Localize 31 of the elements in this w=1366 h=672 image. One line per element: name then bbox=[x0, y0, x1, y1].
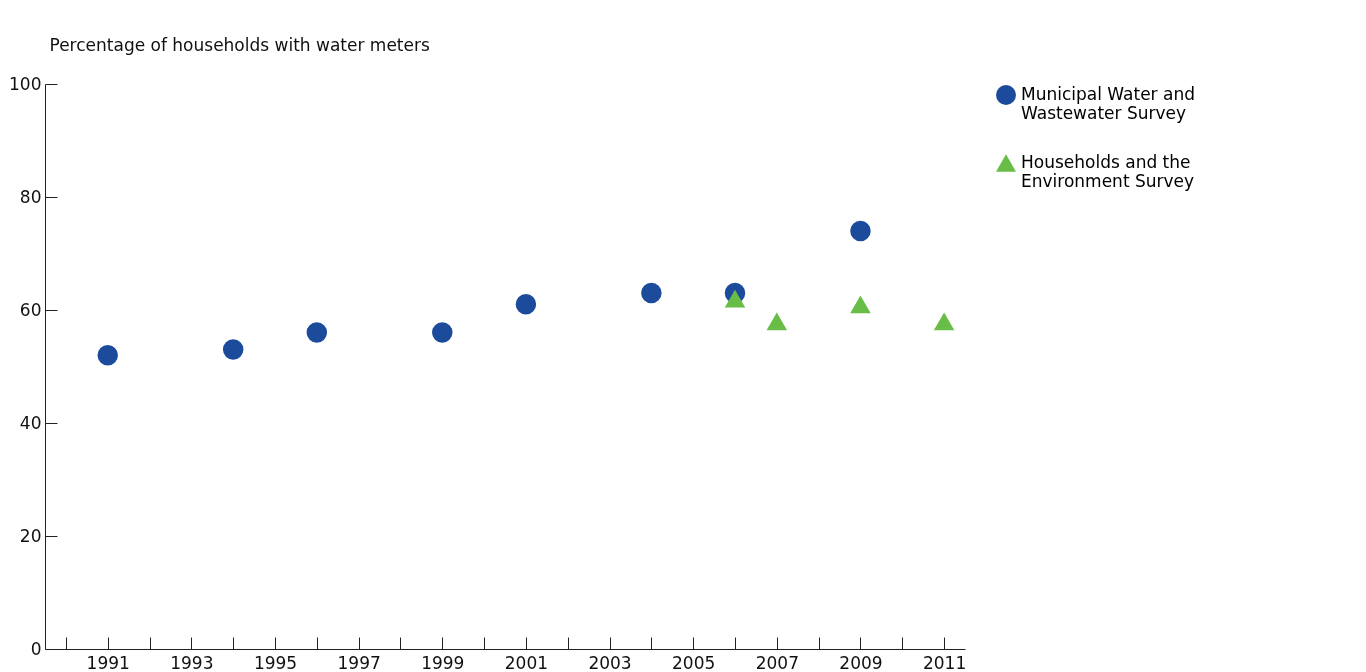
point bbox=[724, 289, 746, 308]
legend-label: Municipal Water and Wastewater Survey bbox=[1021, 84, 1195, 123]
point bbox=[97, 344, 118, 366]
y-axis-title: Percentage of households with water meters bbox=[49, 34, 430, 55]
x-tick-label: 1991 bbox=[86, 652, 130, 672]
x-tick-label: 1993 bbox=[170, 652, 214, 672]
point bbox=[515, 294, 537, 315]
point bbox=[432, 322, 453, 343]
x-tick-label: 2001 bbox=[504, 652, 549, 672]
x-tick-label: 2011 bbox=[922, 652, 967, 672]
point bbox=[850, 220, 871, 242]
x-tick-label: 1997 bbox=[337, 652, 381, 672]
legend-label: Households and the Environment Survey bbox=[1021, 152, 1195, 191]
point bbox=[850, 295, 871, 314]
y-tick-label: 20 bbox=[19, 525, 42, 546]
point bbox=[641, 282, 662, 304]
x-tick-label: 1999 bbox=[421, 652, 465, 672]
y-tick-label: 100 bbox=[9, 73, 42, 94]
x-tick-label: 2003 bbox=[588, 652, 632, 672]
y-tick-label: 40 bbox=[19, 412, 42, 433]
x-tick-label: 2007 bbox=[755, 652, 799, 672]
x-tick-label: 1995 bbox=[253, 652, 298, 672]
x-tick-label: 2005 bbox=[672, 652, 716, 672]
y-tick-label: 0 bbox=[30, 638, 42, 659]
point bbox=[222, 339, 244, 360]
point bbox=[933, 312, 955, 331]
point bbox=[306, 322, 328, 343]
x-tick-label: 2009 bbox=[839, 652, 883, 672]
y-tick-label: 60 bbox=[19, 299, 42, 320]
y-tick-label: 80 bbox=[19, 186, 42, 207]
point bbox=[766, 312, 788, 331]
